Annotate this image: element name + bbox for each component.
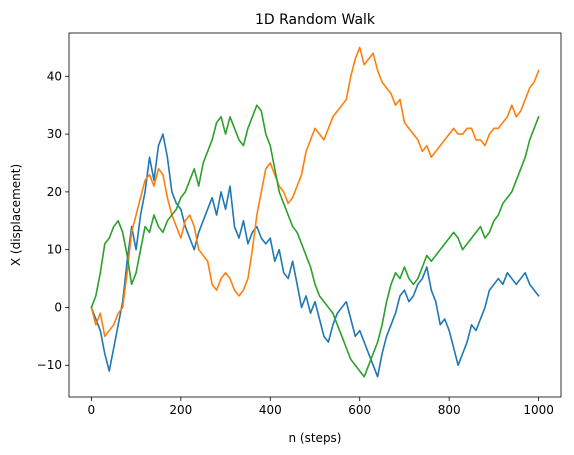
x-tick-label: 800 bbox=[438, 403, 461, 417]
series-line-2 bbox=[90, 46, 540, 338]
y-tick-label: 30 bbox=[47, 127, 62, 141]
y-tick-label: 0 bbox=[54, 300, 62, 314]
x-tick-label: 400 bbox=[259, 403, 282, 417]
axes-layer: 0 200 400 600 800 1000 −10 0 10 20 30 40 bbox=[37, 69, 554, 417]
x-tick-label: 1000 bbox=[523, 403, 554, 417]
x-tick-label: 0 bbox=[88, 403, 96, 417]
series-line-3 bbox=[90, 104, 540, 378]
y-tick-label: 10 bbox=[47, 243, 62, 257]
series-line-1 bbox=[90, 133, 540, 378]
x-tick-label: 600 bbox=[348, 403, 371, 417]
series-layer bbox=[90, 46, 540, 378]
x-tick-label: 200 bbox=[169, 403, 192, 417]
y-tick-label: −10 bbox=[37, 358, 62, 372]
x-axis-label: n (steps) bbox=[289, 431, 342, 445]
chart-title: 1D Random Walk bbox=[255, 12, 376, 28]
plot-frame bbox=[68, 32, 562, 398]
y-tick-label: 20 bbox=[47, 185, 62, 199]
y-axis-label: X (displacement) bbox=[9, 164, 23, 266]
y-tick-label: 40 bbox=[47, 69, 62, 83]
